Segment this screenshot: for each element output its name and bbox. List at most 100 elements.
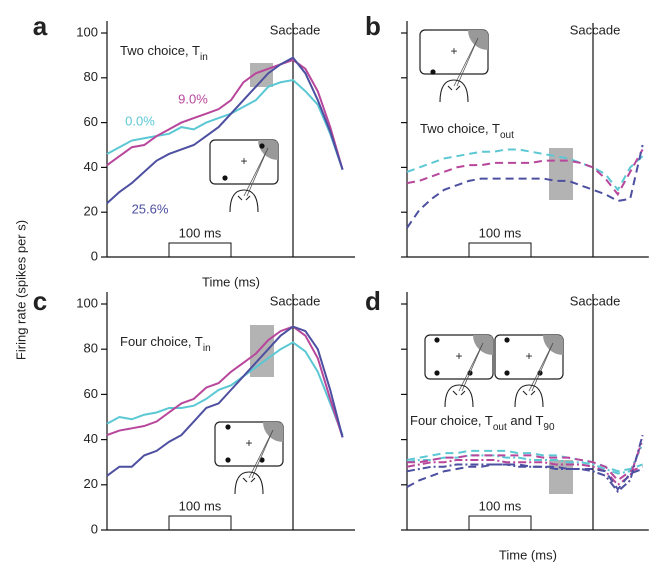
series-line bbox=[106, 325, 344, 477]
panel-title: Two choice, Tin bbox=[120, 43, 208, 63]
saccade-label: Saccade bbox=[270, 22, 321, 37]
series-line bbox=[407, 454, 643, 482]
target-dot bbox=[222, 175, 228, 181]
head bbox=[234, 471, 264, 495]
scale-bar-label: 100 ms bbox=[179, 225, 222, 240]
saccade-label: Saccade bbox=[270, 293, 321, 308]
target-field bbox=[468, 30, 488, 50]
title-part: Four choice, T bbox=[410, 413, 493, 428]
title-part: Four choice, T bbox=[120, 334, 203, 349]
y-axis-label: Firing rate (spikes per s) bbox=[13, 220, 28, 360]
saccade-label: Saccade bbox=[570, 293, 621, 308]
y-tick-label: 20 bbox=[84, 476, 98, 491]
panel-title: Four choice, Tout and T90 bbox=[410, 413, 555, 433]
target-dot bbox=[504, 337, 510, 343]
title-part: out bbox=[493, 422, 507, 433]
series-line bbox=[406, 144, 644, 229]
target-dot bbox=[259, 143, 265, 149]
series-label: 9.0% bbox=[178, 91, 208, 106]
panel-letter: b bbox=[365, 11, 381, 41]
y-tick-label: 80 bbox=[84, 69, 98, 84]
series-line bbox=[106, 58, 344, 170]
target-dot bbox=[504, 370, 510, 376]
gaze bbox=[243, 147, 269, 197]
screen bbox=[214, 421, 284, 467]
y-tick-label: 60 bbox=[84, 386, 98, 401]
title-part: Two choice, T bbox=[120, 43, 200, 58]
title-part: in bbox=[203, 343, 211, 354]
series-line bbox=[406, 148, 644, 192]
screen bbox=[424, 334, 494, 380]
gaze bbox=[453, 37, 479, 87]
panel-letter: c bbox=[33, 286, 47, 316]
scale-bar-label: 100 ms bbox=[179, 498, 222, 513]
title-part: and T bbox=[507, 413, 544, 428]
panel-letter: d bbox=[365, 286, 381, 316]
target-field bbox=[473, 335, 493, 355]
screen bbox=[209, 139, 279, 185]
series-line bbox=[406, 148, 644, 197]
head bbox=[439, 79, 469, 103]
gaze bbox=[531, 342, 554, 392]
title-part: out bbox=[500, 130, 514, 141]
series-label: 25.6% bbox=[132, 201, 169, 216]
gaze bbox=[528, 342, 554, 392]
gaze bbox=[456, 37, 479, 87]
fixation: + bbox=[240, 154, 247, 168]
fixation: + bbox=[450, 44, 457, 58]
target-dot bbox=[225, 457, 231, 463]
head bbox=[229, 189, 259, 213]
head bbox=[514, 384, 544, 408]
fixation: + bbox=[525, 349, 532, 363]
target-dot bbox=[434, 370, 440, 376]
gaze bbox=[248, 429, 274, 479]
fixation: + bbox=[455, 349, 462, 363]
gaze bbox=[246, 147, 269, 197]
x-axis-label: Time (ms) bbox=[202, 274, 260, 289]
y-tick-label: 100 bbox=[76, 295, 98, 310]
gaze bbox=[251, 429, 274, 479]
target-field bbox=[263, 422, 283, 442]
series-label: 0.0% bbox=[125, 113, 155, 128]
fixation: + bbox=[245, 436, 252, 450]
series-line bbox=[106, 78, 344, 170]
screen bbox=[494, 334, 564, 380]
scale-bar bbox=[168, 515, 232, 530]
analysis-window bbox=[549, 460, 573, 494]
y-tick-label: 100 bbox=[76, 24, 98, 39]
saccade-label: Saccade bbox=[570, 22, 621, 37]
title-part: Two choice, T bbox=[420, 121, 500, 136]
y-tick-label: 0 bbox=[91, 521, 98, 536]
series-line bbox=[106, 325, 344, 438]
series-line bbox=[406, 463, 643, 492]
screen bbox=[419, 29, 489, 75]
gaze bbox=[458, 342, 484, 392]
series-line bbox=[406, 434, 644, 494]
series-line bbox=[106, 56, 344, 204]
title-part: 90 bbox=[543, 422, 555, 433]
y-tick-label: 0 bbox=[91, 248, 98, 263]
series-line bbox=[406, 443, 644, 475]
series-line bbox=[106, 341, 344, 436]
panel-title: Four choice, Tin bbox=[120, 334, 211, 354]
panel-letter: a bbox=[33, 11, 48, 41]
scale-bar-label: 100 ms bbox=[479, 498, 522, 513]
head bbox=[444, 384, 474, 408]
panel-title: Two choice, Tout bbox=[420, 121, 514, 141]
target-dot bbox=[430, 69, 436, 75]
x-axis-label: Time (ms) bbox=[499, 547, 557, 562]
y-tick-label: 40 bbox=[84, 159, 98, 174]
target-dot bbox=[434, 337, 440, 343]
scale-bar bbox=[168, 242, 232, 257]
target-dot bbox=[225, 424, 231, 430]
y-tick-label: 40 bbox=[84, 431, 98, 446]
title-part: in bbox=[200, 52, 208, 63]
y-tick-label: 60 bbox=[84, 114, 98, 129]
scale-bar bbox=[468, 515, 532, 530]
target-field bbox=[543, 335, 563, 355]
y-tick-label: 80 bbox=[84, 341, 98, 356]
scale-bar-label: 100 ms bbox=[479, 225, 522, 240]
scale-bar bbox=[468, 242, 532, 257]
gaze bbox=[461, 342, 484, 392]
